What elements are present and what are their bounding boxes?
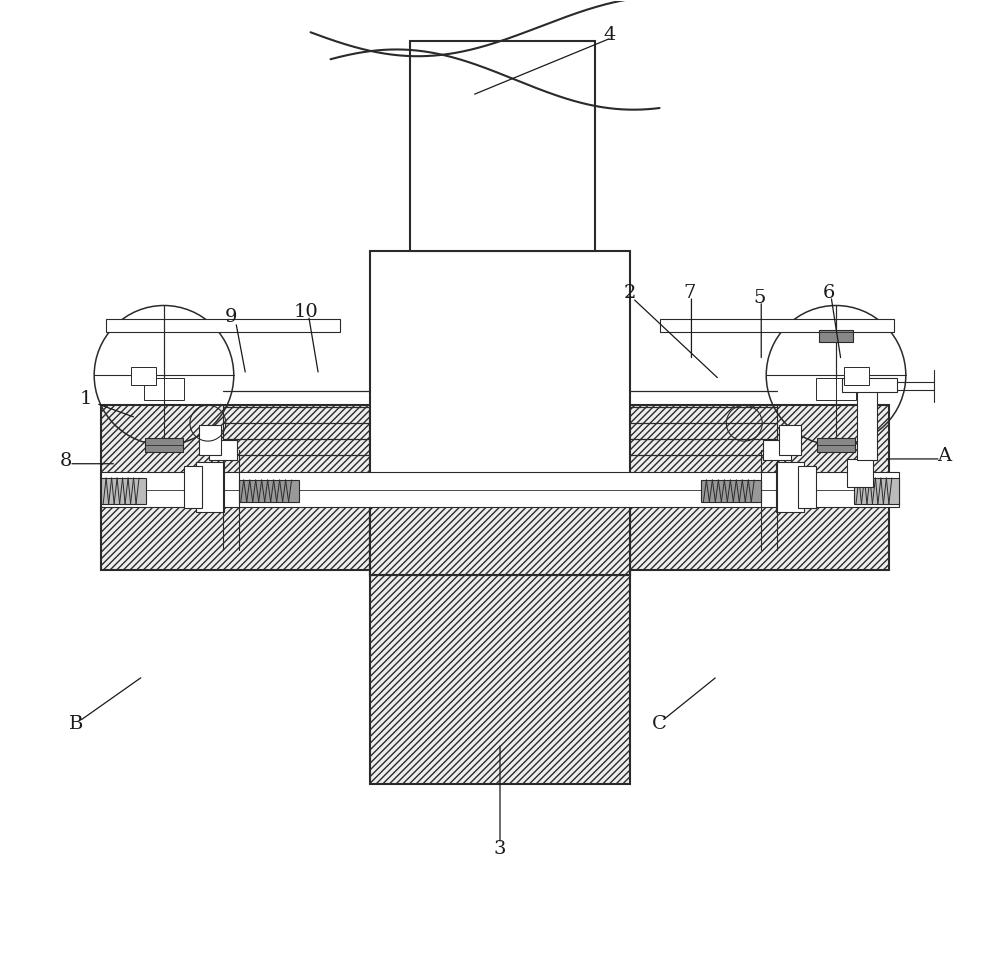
Bar — [842, 378, 897, 393]
Text: 4: 4 — [603, 26, 616, 44]
Text: A: A — [937, 447, 951, 465]
Bar — [145, 438, 183, 452]
Bar — [816, 378, 856, 400]
Bar — [106, 320, 340, 332]
Text: 6: 6 — [823, 284, 835, 302]
Text: 7: 7 — [683, 284, 696, 302]
Bar — [410, 41, 595, 251]
Bar — [763, 440, 791, 460]
Text: 1: 1 — [80, 390, 92, 408]
Bar — [798, 466, 816, 508]
Bar — [776, 462, 804, 512]
Text: 3: 3 — [494, 840, 506, 857]
Bar — [847, 459, 873, 487]
Bar — [199, 425, 221, 455]
Text: 9: 9 — [225, 308, 237, 326]
Bar — [817, 438, 855, 452]
Text: C: C — [652, 715, 667, 733]
Bar — [131, 368, 156, 385]
Bar — [184, 466, 202, 508]
Bar — [370, 569, 630, 784]
Bar — [844, 368, 869, 385]
Bar — [857, 385, 877, 460]
Text: 10: 10 — [293, 303, 318, 322]
Bar — [620, 405, 889, 569]
Bar — [819, 330, 853, 343]
Bar — [144, 378, 184, 400]
Bar — [370, 495, 630, 575]
Text: 8: 8 — [60, 452, 72, 469]
Bar — [779, 425, 801, 455]
Bar — [101, 405, 370, 569]
Bar — [101, 478, 146, 504]
Bar — [239, 480, 299, 502]
Bar — [196, 462, 224, 512]
Bar — [370, 251, 630, 575]
Bar — [209, 440, 237, 460]
Bar — [854, 478, 899, 504]
Text: B: B — [69, 715, 83, 733]
Bar — [101, 472, 899, 507]
Bar — [660, 320, 894, 332]
Bar — [701, 480, 761, 502]
Text: 5: 5 — [753, 289, 765, 307]
Text: 2: 2 — [623, 284, 636, 302]
